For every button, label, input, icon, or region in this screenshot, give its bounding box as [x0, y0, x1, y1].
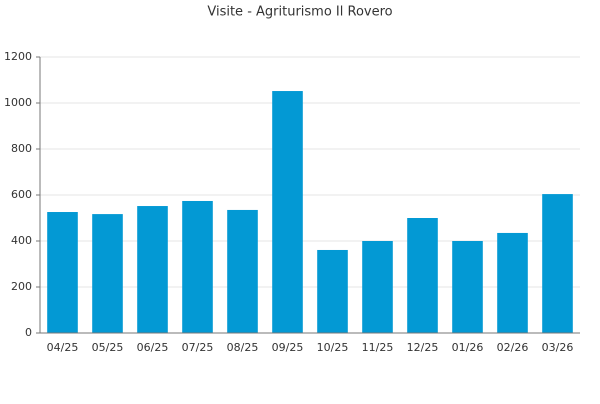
y-tick-label: 400 — [11, 234, 32, 247]
y-tick-label: 800 — [11, 142, 32, 155]
bar — [137, 206, 168, 333]
bar — [47, 212, 78, 333]
bar — [182, 200, 213, 333]
x-tick-label: 03/26 — [542, 341, 574, 354]
bar — [227, 209, 258, 333]
bar — [542, 194, 573, 333]
x-tick-label: 08/25 — [227, 341, 259, 354]
bar — [317, 249, 348, 333]
x-tick-label: 07/25 — [182, 341, 214, 354]
bar — [497, 232, 528, 333]
bar — [452, 241, 483, 333]
x-tick-label: 02/26 — [497, 341, 529, 354]
x-tick-label: 10/25 — [317, 341, 349, 354]
y-tick-label: 200 — [11, 280, 32, 293]
bar — [92, 214, 123, 333]
bar — [362, 241, 393, 333]
y-tick-label: 0 — [25, 326, 32, 339]
x-tick-label: 12/25 — [407, 341, 439, 354]
y-tick-label: 1200 — [4, 50, 32, 63]
y-tick-label: 1000 — [4, 96, 32, 109]
x-tick-label: 09/25 — [272, 341, 304, 354]
x-tick-label: 04/25 — [47, 341, 79, 354]
x-tick-label: 05/25 — [92, 341, 124, 354]
x-tick-label: 11/25 — [362, 341, 394, 354]
chart-title: Visite - Agriturismo Il Rovero — [207, 5, 392, 20]
x-tick-label: 06/25 — [137, 341, 169, 354]
bar — [272, 91, 303, 333]
bar — [407, 218, 438, 333]
x-tick-label: 01/26 — [452, 341, 484, 354]
y-tick-label: 600 — [11, 188, 32, 201]
